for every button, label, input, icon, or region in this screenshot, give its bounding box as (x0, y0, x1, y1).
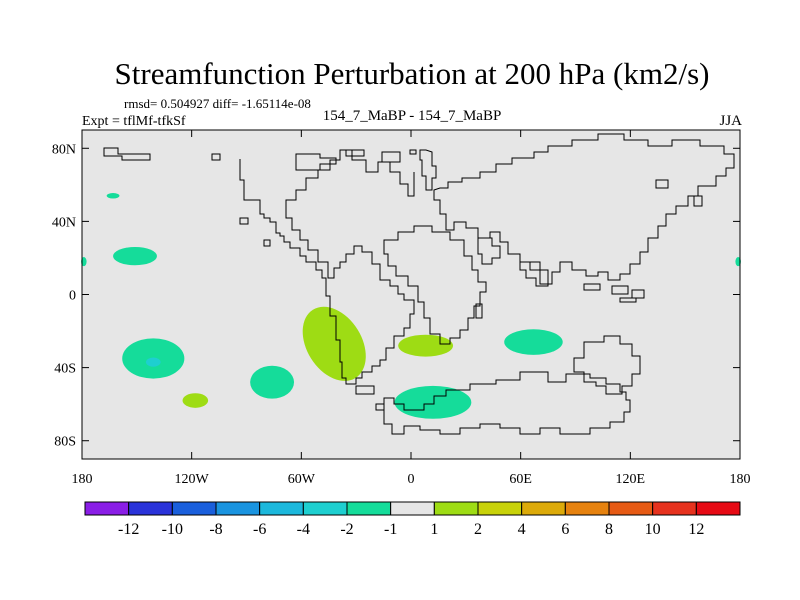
axis-labels: 180 120W 60W 0 60E 120E 180 80N 40N 0 40S 80S (52, 142, 751, 487)
colorbar-swatch (608, 501, 654, 516)
colorbar-label: -2 (340, 521, 353, 538)
anomaly-region-blob-southeast-atlantic (398, 334, 454, 357)
colorbar-swatch (390, 501, 435, 516)
colorbar-swatch (477, 501, 523, 516)
colorbar-label: 2 (474, 521, 482, 538)
x-tick-label: 120W (175, 472, 210, 487)
colorbar-swatch (302, 501, 348, 516)
x-tick-label: 0 (408, 472, 415, 487)
colorbar-label: -8 (209, 521, 222, 538)
y-tick-label: 0 (69, 289, 76, 304)
colorbar-swatch (215, 501, 261, 516)
colorbar-label: -10 (162, 521, 183, 538)
colorbar-label: -4 (297, 521, 310, 538)
colorbar-label: 4 (518, 521, 526, 538)
stats-label: rmsd= 0.504927 diff= -1.65114e-08 (124, 96, 311, 111)
colorbar-swatch (521, 501, 566, 516)
colorbar-swatch (564, 501, 610, 516)
colorbar-label: 12 (688, 521, 704, 538)
colorbar-label: 10 (645, 521, 661, 538)
colorbar-swatch (652, 501, 697, 516)
experiment-label: Expt = tflMf-tfkSf (82, 114, 186, 129)
y-tick-label: 40S (54, 362, 76, 377)
coastline-arctic-islands (103, 147, 401, 171)
coastline-antarctica (355, 371, 631, 435)
colorbar-swatch (259, 501, 304, 516)
coastline-africa (383, 225, 487, 345)
x-tick-label: 180 (730, 472, 751, 487)
y-tick-label: 40N (52, 215, 76, 230)
colorbar-swatch (84, 501, 130, 516)
colorbar-swatch (128, 501, 173, 516)
x-tick-label: 120E (616, 472, 646, 487)
anomaly-region-blob-south-pacific-core (145, 357, 161, 367)
anomaly-region-blob-east-pacific (250, 365, 295, 399)
anomaly-layer (81, 193, 741, 419)
coastline-madagascar (475, 303, 483, 319)
coastline-greenland (419, 149, 437, 191)
colorbar-label: 6 (561, 521, 569, 538)
anomaly-region-blob-nw-pacific (106, 193, 120, 199)
colorbar-labels: -12 -10 -8 -6 -4 -2 -1 1 2 4 6 8 10 12 (118, 521, 704, 538)
coastline-misc-islands (239, 149, 703, 247)
coastline-australia (573, 335, 641, 395)
colorbar-label: -12 (118, 521, 139, 538)
anomaly-region-blob-south-atlantic (302, 306, 366, 381)
axis-ticks (81, 130, 741, 459)
coastline-arabia (477, 237, 501, 265)
coastline-indonesia (583, 283, 645, 303)
colorbar-swatch (433, 501, 479, 516)
anomaly-region-blob-indian-ocean (504, 329, 563, 355)
colorbar (84, 501, 741, 516)
anomaly-region-blob-small-south (182, 393, 209, 408)
coastlines (103, 133, 735, 435)
coastline-eurasia (433, 133, 735, 285)
season-label: JJA (719, 113, 742, 129)
colorbar-swatch (346, 501, 392, 516)
coastline-americas (239, 149, 415, 385)
y-tick-label: 80S (54, 435, 76, 450)
x-tick-label: 180 (72, 472, 93, 487)
colorbar-label: -1 (384, 521, 397, 538)
anomaly-region-blob-southern-ocean (394, 385, 472, 419)
colorbar-label: 8 (605, 521, 613, 538)
colorbar-label: -6 (253, 521, 266, 538)
anomaly-region-blob-hawaii (113, 246, 157, 266)
colorbar-swatch (695, 501, 741, 516)
chart-subtitle: 154_7_MaBP - 154_7_MaBP (323, 108, 502, 124)
x-tick-label: 60E (509, 472, 532, 487)
colorbar-swatch (171, 501, 217, 516)
coastline-india (519, 261, 549, 287)
colorbar-label: 1 (430, 521, 438, 538)
map-panel: 180 120W 60W 0 60E 120E 180 80N 40N 0 40S 80S (52, 129, 751, 487)
x-tick-label: 60W (288, 472, 316, 487)
chart-title: Streamfunction Perturbation at 200 hPa (… (115, 56, 710, 91)
y-tick-label: 80N (52, 142, 76, 157)
